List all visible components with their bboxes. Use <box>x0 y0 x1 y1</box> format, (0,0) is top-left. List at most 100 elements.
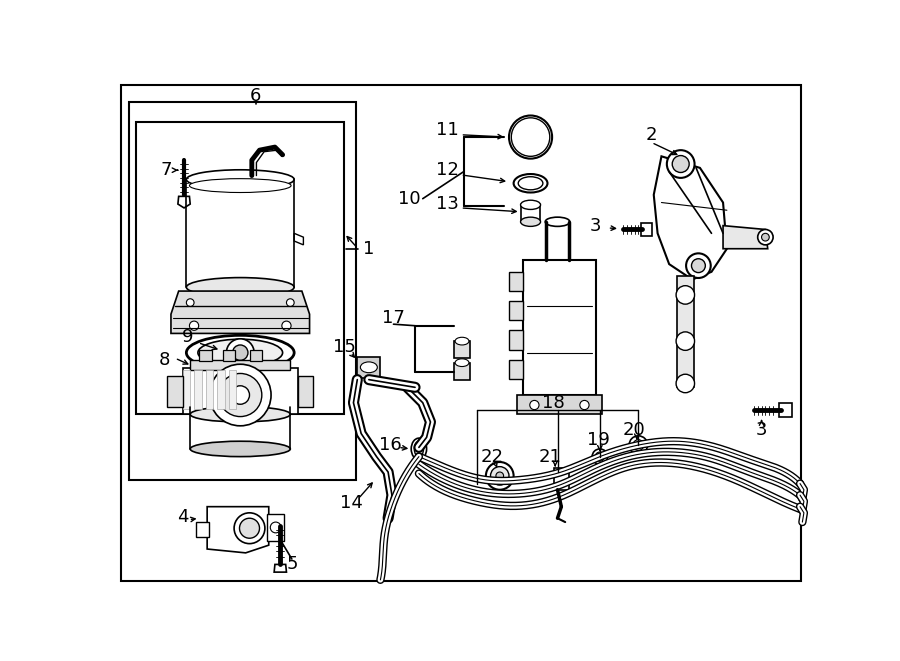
Bar <box>200 350 212 361</box>
Bar <box>167 375 183 407</box>
Polygon shape <box>207 507 269 553</box>
Ellipse shape <box>520 200 541 210</box>
Bar <box>517 395 602 414</box>
Circle shape <box>676 374 695 393</box>
Ellipse shape <box>198 339 283 366</box>
Circle shape <box>686 253 711 278</box>
Polygon shape <box>642 223 652 235</box>
Bar <box>183 370 190 409</box>
Bar <box>195 522 210 537</box>
Text: 18: 18 <box>543 394 565 412</box>
Bar <box>217 370 225 409</box>
Circle shape <box>676 286 695 304</box>
Circle shape <box>239 518 259 538</box>
Ellipse shape <box>186 278 294 297</box>
Circle shape <box>592 449 608 464</box>
Bar <box>523 260 596 395</box>
Circle shape <box>530 401 539 410</box>
Circle shape <box>595 452 605 461</box>
Circle shape <box>189 321 199 330</box>
Ellipse shape <box>189 178 291 192</box>
Circle shape <box>509 116 552 159</box>
Bar <box>677 276 694 387</box>
Bar <box>129 102 356 480</box>
Polygon shape <box>723 225 768 249</box>
Circle shape <box>511 118 550 156</box>
Ellipse shape <box>455 337 469 345</box>
Text: 13: 13 <box>436 195 459 213</box>
Bar <box>521 205 540 222</box>
Circle shape <box>286 299 294 307</box>
Text: 9: 9 <box>182 329 194 346</box>
Text: 12: 12 <box>436 161 459 179</box>
Circle shape <box>231 386 249 405</box>
Circle shape <box>672 155 689 173</box>
Bar <box>249 350 262 361</box>
Ellipse shape <box>411 438 427 459</box>
Circle shape <box>758 229 773 245</box>
Text: 2: 2 <box>645 126 657 143</box>
Bar <box>509 330 523 350</box>
Text: 21: 21 <box>538 447 562 465</box>
Ellipse shape <box>514 174 547 192</box>
Polygon shape <box>171 291 310 333</box>
Text: 15: 15 <box>333 338 356 356</box>
Bar <box>222 350 235 361</box>
Bar <box>229 370 237 409</box>
Text: 7: 7 <box>160 161 172 179</box>
Circle shape <box>227 339 254 367</box>
Bar <box>190 360 291 369</box>
Ellipse shape <box>455 359 469 367</box>
Ellipse shape <box>360 362 377 373</box>
Text: 3: 3 <box>590 217 601 235</box>
Text: 5: 5 <box>286 555 298 574</box>
Text: 16: 16 <box>379 436 401 454</box>
Bar <box>554 468 569 490</box>
Ellipse shape <box>190 407 291 422</box>
Circle shape <box>270 522 281 533</box>
Bar <box>509 301 523 321</box>
Bar <box>454 363 471 379</box>
Bar <box>183 368 298 414</box>
Circle shape <box>219 373 262 416</box>
Polygon shape <box>653 156 727 280</box>
Ellipse shape <box>186 170 294 189</box>
Circle shape <box>761 233 770 241</box>
Polygon shape <box>274 564 286 572</box>
Bar <box>205 370 213 409</box>
Bar <box>194 370 202 409</box>
Circle shape <box>282 321 291 330</box>
Text: 14: 14 <box>340 494 364 512</box>
Circle shape <box>496 472 504 480</box>
Circle shape <box>667 150 695 178</box>
Polygon shape <box>178 196 190 208</box>
Text: 22: 22 <box>481 447 504 465</box>
Polygon shape <box>294 233 303 245</box>
Text: 6: 6 <box>250 87 261 105</box>
Text: 17: 17 <box>382 309 405 327</box>
Ellipse shape <box>414 442 424 457</box>
Ellipse shape <box>545 217 570 226</box>
Text: 11: 11 <box>436 121 459 139</box>
Bar <box>267 514 284 541</box>
Polygon shape <box>779 403 792 417</box>
Ellipse shape <box>520 217 541 226</box>
Text: 3: 3 <box>756 420 768 439</box>
Text: 1: 1 <box>364 240 374 258</box>
Text: 4: 4 <box>176 508 188 525</box>
Text: 19: 19 <box>587 431 609 449</box>
Bar <box>454 341 471 358</box>
Bar <box>509 272 523 291</box>
Circle shape <box>633 440 643 450</box>
Ellipse shape <box>518 176 543 190</box>
Bar <box>509 360 523 379</box>
Circle shape <box>491 467 509 485</box>
Circle shape <box>234 513 265 543</box>
Circle shape <box>629 436 648 454</box>
Circle shape <box>486 462 514 490</box>
Circle shape <box>186 299 194 307</box>
Ellipse shape <box>186 335 294 370</box>
Text: 8: 8 <box>159 352 170 369</box>
Ellipse shape <box>190 442 291 457</box>
Bar <box>298 375 313 407</box>
